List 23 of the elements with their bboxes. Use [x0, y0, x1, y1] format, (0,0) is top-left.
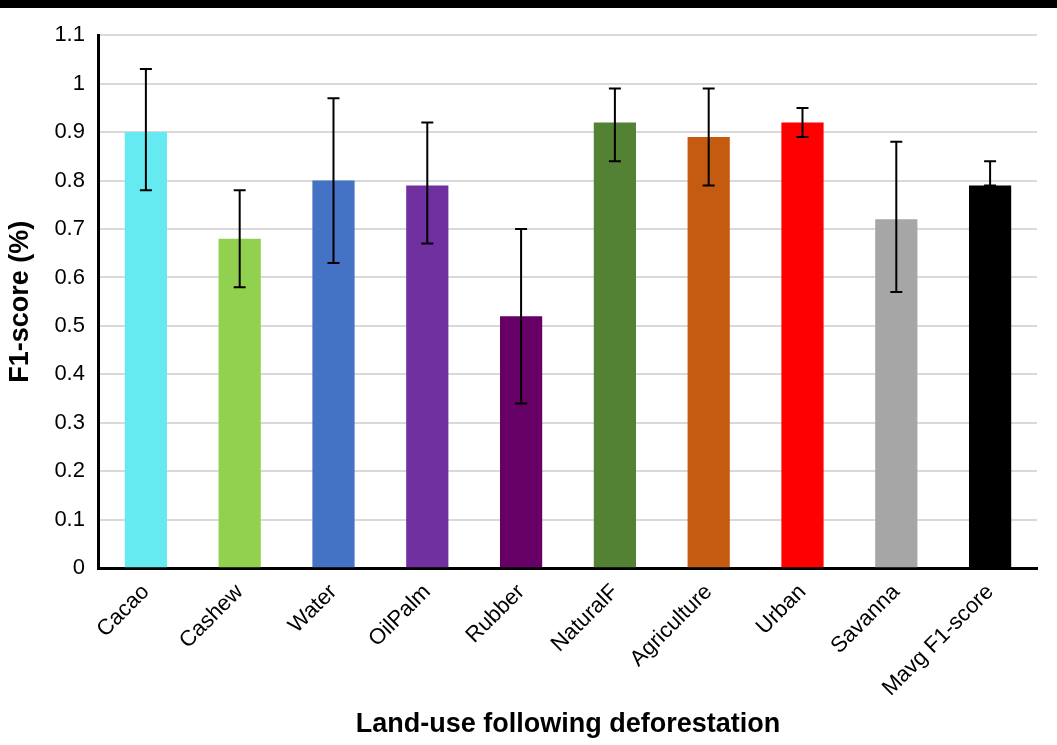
y-tick-label: 0.5 [54, 311, 85, 337]
bar [875, 219, 918, 568]
bar [499, 316, 543, 568]
bar [593, 122, 636, 568]
y-tick-label: 1 [72, 69, 85, 95]
y-tick-label: 0.3 [54, 408, 85, 434]
bar [781, 122, 824, 568]
y-tick-label: 0.2 [54, 457, 85, 483]
y-tick-label: 0.9 [54, 118, 85, 144]
y-axis-title: F1-score (%) [3, 220, 34, 383]
y-tick-label: 1.1 [54, 21, 85, 47]
y-tick-label: 0.4 [54, 360, 85, 386]
y-tick-label: 0 [72, 554, 85, 580]
y-tick-label: 0.1 [54, 505, 85, 531]
y-tick-label: 0.8 [54, 166, 85, 192]
bar [687, 136, 730, 568]
bar [218, 238, 261, 568]
bar [406, 185, 449, 568]
bar [312, 180, 355, 568]
x-axis-title: Land-use following deforestation [355, 708, 781, 739]
y-tick-label: 0.7 [54, 215, 85, 241]
bar [124, 132, 167, 568]
y-tick-label: 0.6 [54, 263, 85, 289]
